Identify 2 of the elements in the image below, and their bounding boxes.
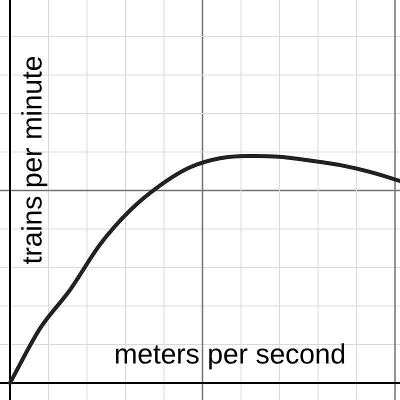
x-axis-title: meters per second: [114, 338, 346, 370]
y-axis-title: trains per minute: [16, 56, 48, 264]
